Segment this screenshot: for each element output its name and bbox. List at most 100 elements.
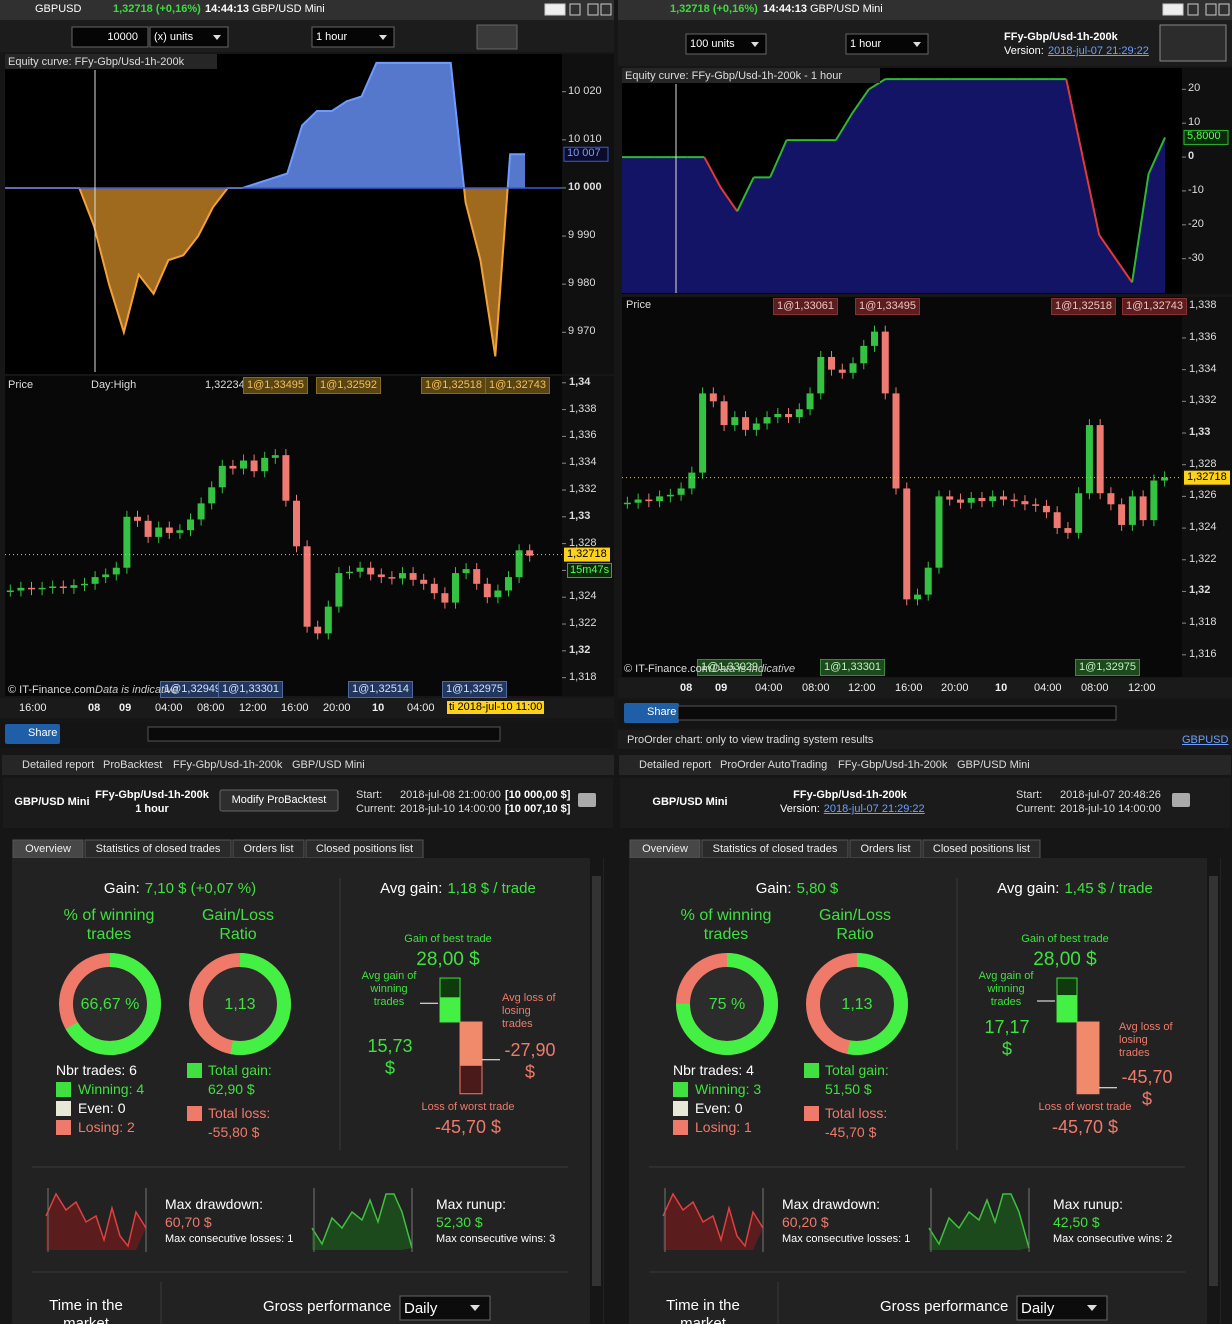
dropdown-arrow [470,1305,480,1311]
candle [978,497,986,502]
x-tick-label: 16:00 [281,702,309,714]
version-link[interactable]: 2018-jul-07 21:29:22 [823,803,925,815]
panel [562,376,614,696]
gross-period[interactable]: Daily [1021,1300,1055,1317]
current-label: Current: [356,803,396,815]
candle [388,577,396,579]
panel [1209,876,1218,1286]
x-tick-label: 04:00 [1034,682,1062,694]
report-system: FFy-Gbp/Usd-1h-200k [793,789,907,801]
equity-segment [1147,137,1166,175]
y-tick-label: -20 [1188,217,1204,230]
tab[interactable]: Overview [25,843,71,855]
version-label: Version: [780,803,820,815]
ring-inner [821,968,893,1040]
panel [187,1106,202,1121]
candle [774,413,782,418]
order-tag: 1@1,33301 [820,659,886,677]
candle [494,590,502,598]
candle [688,472,696,489]
best-label: Gain of best trade [1021,933,1109,945]
panel [685,33,767,55]
equity-segment [1081,156,1101,236]
panel [1187,3,1199,16]
current-price: 1,32718 [567,547,607,560]
candle [409,573,417,580]
drawdown-value: 60,70 $ [165,1214,212,1230]
gain: Gain: 7,10 $ (+0,07 %) [30,880,330,898]
y-tick-label: 1,33 [569,509,591,522]
time-label: Time in the market [666,1297,740,1324]
day-value: 1,32234 [205,379,245,391]
y-tick-label: 1,324 [1189,521,1217,534]
report-header-item: FFy-Gbp/Usd-1h-200k [173,759,283,771]
candle [59,586,67,588]
candle [892,393,900,489]
y-tick-label: -30 [1188,251,1204,264]
version-link[interactable]: 2018-jul-07 21:29:22 [1048,45,1149,57]
equity-segment [835,112,854,141]
ring-label: 1,13 [224,996,256,1013]
gain-value: 7,10 $ (+0,07 %) [144,880,257,897]
candle [250,460,258,472]
tab[interactable]: Orders list [243,843,294,855]
runup-value: 52,30 $ [436,1214,483,1230]
modify-button[interactable]: Modify ProBacktest [231,794,327,806]
avg-gain: Avg gain: 1,45 $ / trade [925,880,1225,898]
drawdown-value: 60,20 $ [782,1214,829,1230]
best-label: Gain of best trade [404,933,492,945]
y-tick-label: 9 990 [568,229,596,242]
candle [828,356,836,370]
gross-period[interactable]: Daily [404,1300,438,1317]
panel [1162,3,1184,16]
even-count: Even: 0 [78,1100,126,1116]
input[interactable]: 10000 [107,31,138,43]
tab[interactable]: Statistics of closed trades [712,843,838,855]
copyright: © IT-Finance.com [624,663,711,675]
status-text: ProOrder chart: only to view trading sys… [627,734,874,746]
panel [56,1120,71,1135]
panel [476,24,518,50]
current-marker [1184,470,1230,485]
dropdown[interactable]: 1 hour [850,38,882,50]
avg-loss-value: -27,90 $ [504,1040,556,1082]
panel [544,3,566,16]
dropdown[interactable]: 100 units [690,38,735,50]
candle [956,499,964,503]
dropdown[interactable]: (x) units [154,31,194,43]
equity-segment [1065,78,1084,158]
tab[interactable]: Closed positions list [315,843,414,855]
losing-count: Losing: 2 [78,1119,135,1135]
candle [430,583,438,594]
candle [1032,504,1040,506]
order-tag: 1@1,33301 [218,681,284,699]
y-tick-label: 1,32 [569,643,591,656]
candle [1075,493,1083,533]
avg-loss-bar [460,1022,482,1066]
x-tick-label: 08:00 [1081,682,1109,694]
gain-value: 5,80 $ [796,880,839,897]
tab[interactable]: Orders list [860,843,911,855]
share-button[interactable]: Share [28,727,58,739]
even-count: Even: 0 [695,1100,743,1116]
candle [38,587,46,590]
avg-gain-value: 1,45 $ / trade [1064,880,1153,897]
current-marker [1183,129,1229,145]
tab[interactable]: Closed positions list [932,843,1031,855]
spark-area [46,1194,146,1250]
share-button[interactable]: Share [647,706,677,718]
status-link[interactable]: GBPUSD [1182,734,1229,746]
total-gain-label: Total gain: [208,1062,272,1078]
dropdown[interactable]: 1 hour [316,31,348,43]
candle [49,586,57,588]
tab[interactable]: Overview [642,843,688,855]
candle [17,587,25,591]
tab[interactable]: Statistics of closed trades [95,843,221,855]
report-header-item: FFy-Gbp/Usd-1h-200k [838,759,948,771]
panel [5,724,60,744]
candle [346,571,353,574]
ratio-title: Gain/Loss Ratio [201,907,275,944]
candle [645,499,653,502]
panel [600,3,612,16]
